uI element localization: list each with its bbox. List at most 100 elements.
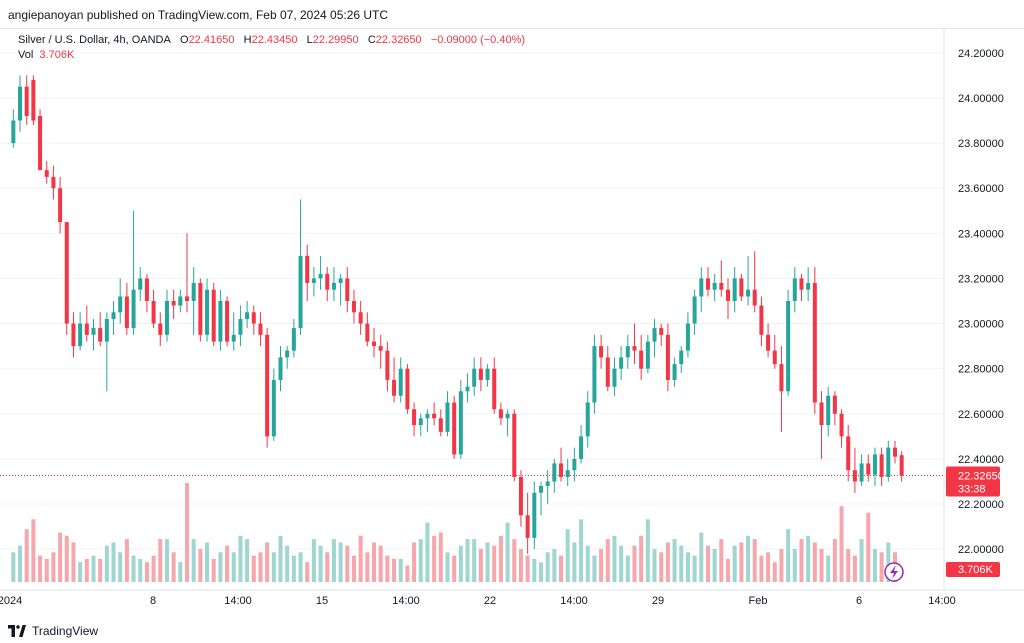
volume-bar	[438, 532, 443, 582]
candle-body	[392, 379, 397, 396]
volume-bar	[839, 506, 844, 582]
candle-body	[799, 278, 804, 290]
candle-body	[378, 346, 383, 351]
volume-bar	[24, 529, 29, 582]
time-tick-label: 14:00	[224, 595, 252, 607]
volume-bar	[872, 549, 877, 582]
footer: TradingView	[8, 618, 98, 643]
candle-body	[625, 346, 630, 358]
volume-bar	[38, 555, 43, 582]
volume-bar	[478, 549, 483, 582]
volume-bar	[58, 532, 63, 582]
candle-body	[265, 334, 270, 437]
price-tick-label: 23.20000	[958, 273, 1004, 285]
volume-bar	[51, 552, 56, 582]
volume-bar	[164, 539, 169, 582]
candle-body	[131, 289, 136, 329]
candle-body	[278, 357, 283, 380]
candles	[11, 75, 904, 554]
volume-bars	[11, 483, 897, 582]
candle-body	[245, 312, 250, 320]
candle-body	[632, 346, 637, 351]
candle-body	[565, 470, 570, 477]
candle-body	[892, 447, 897, 457]
volume-bar	[538, 562, 543, 582]
volume-bar	[859, 539, 864, 582]
volume-bar	[645, 519, 650, 582]
candle-body	[779, 364, 784, 392]
volume-bar	[746, 535, 751, 582]
price-tick-label: 22.40000	[958, 454, 1004, 466]
volume-bar	[879, 552, 884, 582]
high-value: 22.43450	[251, 34, 298, 46]
volume-bar	[118, 552, 123, 582]
volume-bar	[412, 542, 417, 582]
volume-bar	[812, 542, 817, 582]
price-tick-label: 23.60000	[958, 183, 1004, 195]
volume-bar	[432, 535, 437, 582]
volume-bar	[44, 558, 49, 582]
candle-body	[372, 341, 377, 347]
volume-bar	[418, 539, 423, 582]
grid-lines	[0, 28, 1024, 591]
candle-body	[612, 368, 617, 387]
price-chart[interactable]: 24.20000 24.00000 23.80000 23.60000 23.40000…	[0, 28, 1024, 618]
candle-body	[872, 454, 877, 475]
price-tick-label: 22.80000	[958, 364, 1004, 376]
volume-bar	[692, 555, 697, 582]
close-value: 22.32650	[375, 34, 422, 46]
last-price-label: 22.32650	[958, 470, 1004, 482]
candle-body	[772, 350, 777, 365]
volume-bar	[659, 552, 664, 582]
candle-body	[619, 357, 624, 369]
candle-body	[665, 334, 670, 380]
candle-body	[699, 278, 704, 297]
candle-body	[418, 418, 423, 426]
volume-bar	[251, 555, 256, 582]
candle-body	[492, 368, 497, 410]
volume-legend: Vol 3.706K	[18, 49, 74, 61]
candle-body	[605, 357, 610, 387]
candle-body	[719, 282, 724, 290]
time-axis: 2024 8 14:00 15 14:00 22 14:00 29 Feb 6 14:00	[0, 595, 956, 607]
volume-bar	[705, 545, 710, 582]
volume-tag-label: 3.706K	[958, 564, 994, 576]
volume-bar	[579, 519, 584, 582]
candle-body	[351, 300, 356, 313]
price-tick-label: 22.00000	[958, 544, 1004, 556]
candle-body	[859, 463, 864, 482]
candle-body	[178, 296, 183, 306]
volume-bar	[124, 539, 129, 582]
candle-body	[258, 323, 263, 335]
candle-body	[645, 341, 650, 369]
price-tick-label: 23.00000	[958, 319, 1004, 331]
candle-body	[705, 278, 710, 290]
volume-bar	[405, 565, 410, 582]
candle-body	[812, 282, 817, 403]
price-axis: 24.20000 24.00000 23.80000 23.60000 23.40000…	[958, 48, 1004, 556]
candle-body	[18, 86, 23, 121]
volume-bar	[378, 545, 383, 582]
candle-body	[144, 278, 149, 301]
candle-body	[211, 289, 216, 342]
volume-bar	[512, 539, 517, 582]
candle-body	[852, 470, 857, 482]
candle-body	[191, 282, 196, 301]
volume-bar	[752, 539, 757, 582]
volume-bar	[285, 545, 290, 582]
volume-label[interactable]: Vol	[18, 49, 34, 61]
volume-bar	[318, 545, 323, 582]
candle-body	[866, 463, 871, 475]
volume-bar	[138, 558, 143, 582]
footer-brand[interactable]: TradingView	[32, 623, 99, 638]
volume-bar	[866, 512, 871, 582]
symbol-title[interactable]: Silver / U.S. Dollar, 4h, OANDA	[18, 34, 171, 46]
volume-bar	[218, 552, 223, 582]
candle-body	[51, 176, 56, 189]
candle-body	[538, 485, 543, 493]
candle-body	[786, 300, 791, 392]
chart-pane[interactable]	[0, 28, 1024, 619]
volume-bar	[465, 539, 470, 582]
volume-bar	[846, 549, 851, 582]
volume-bar	[732, 545, 737, 582]
